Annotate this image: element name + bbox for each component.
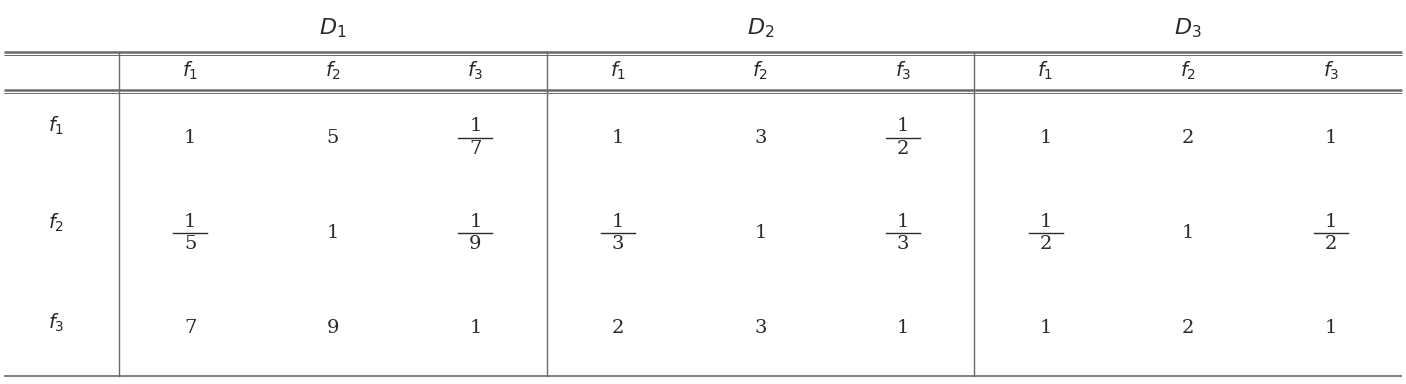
Text: $f_3$: $f_3$: [894, 60, 911, 82]
Text: 1: 1: [754, 224, 766, 242]
Text: 2: 2: [1182, 129, 1194, 147]
Text: $f_1$: $f_1$: [48, 114, 63, 137]
Text: 2: 2: [1324, 235, 1337, 253]
Text: 7: 7: [470, 140, 482, 158]
Text: 9: 9: [470, 235, 482, 253]
Text: 1: 1: [1324, 129, 1337, 147]
Text: $f_2$: $f_2$: [1180, 60, 1197, 82]
Text: 2: 2: [1182, 319, 1194, 337]
Text: $D_3$: $D_3$: [1174, 16, 1202, 40]
Text: 1: 1: [1324, 319, 1337, 337]
Text: 1: 1: [612, 213, 624, 230]
Text: 1: 1: [1039, 129, 1052, 147]
Text: 5: 5: [326, 129, 339, 147]
Text: $f_1$: $f_1$: [183, 60, 198, 82]
Text: 1: 1: [470, 319, 482, 337]
Text: 3: 3: [612, 235, 624, 253]
Text: 1: 1: [612, 129, 624, 147]
Text: 1: 1: [184, 129, 197, 147]
Text: $f_2$: $f_2$: [48, 212, 63, 234]
Text: $f_2$: $f_2$: [325, 60, 340, 82]
Text: 9: 9: [326, 319, 339, 337]
Text: 1: 1: [897, 117, 910, 135]
Text: 1: 1: [470, 213, 482, 230]
Text: $f_2$: $f_2$: [752, 60, 769, 82]
Text: 2: 2: [897, 140, 910, 158]
Text: $f_3$: $f_3$: [467, 60, 484, 82]
Text: $f_3$: $f_3$: [1323, 60, 1339, 82]
Text: $f_1$: $f_1$: [610, 60, 626, 82]
Text: 1: 1: [1182, 224, 1194, 242]
Text: 5: 5: [184, 235, 197, 253]
Text: 3: 3: [754, 319, 766, 337]
Text: 1: 1: [1039, 319, 1052, 337]
Text: $D_1$: $D_1$: [319, 16, 347, 40]
Text: 1: 1: [326, 224, 339, 242]
Text: 3: 3: [897, 235, 910, 253]
Text: 3: 3: [754, 129, 766, 147]
Text: $f_1$: $f_1$: [1038, 60, 1053, 82]
Text: 1: 1: [1324, 213, 1337, 230]
Text: 7: 7: [184, 319, 197, 337]
Text: 1: 1: [470, 117, 482, 135]
Text: $f_3$: $f_3$: [48, 312, 63, 334]
Text: 1: 1: [184, 213, 197, 230]
Text: 2: 2: [1039, 235, 1052, 253]
Text: 1: 1: [1039, 213, 1052, 230]
Text: $D_2$: $D_2$: [747, 16, 775, 40]
Text: 1: 1: [897, 319, 910, 337]
Text: 1: 1: [897, 213, 910, 230]
Text: 2: 2: [612, 319, 624, 337]
